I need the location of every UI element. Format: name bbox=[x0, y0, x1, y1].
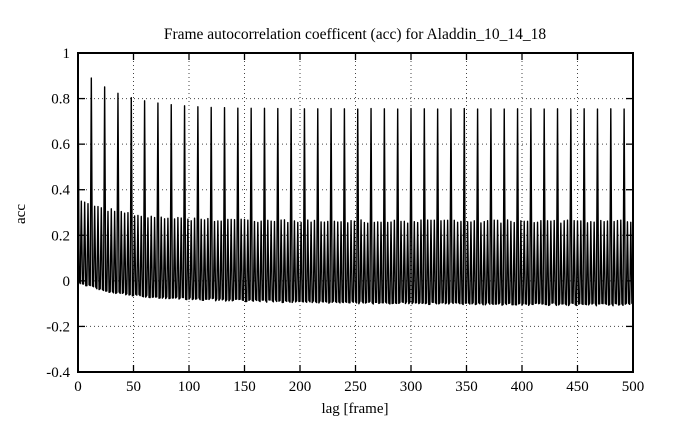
y-tick-label: 0.6 bbox=[51, 137, 70, 153]
axis-tick-labels: 0 50 100 150 200 250 300 350 400 450 500 -0.4 -0.2 0 0… bbox=[46, 46, 644, 395]
y-axis-label: acc bbox=[13, 204, 29, 224]
x-tick-label: 200 bbox=[289, 379, 312, 395]
y-tick-label: 0.8 bbox=[51, 92, 70, 108]
y-tick-label: -0.4 bbox=[46, 365, 70, 381]
y-tick-label: -0.2 bbox=[46, 319, 70, 335]
x-tick-label: 100 bbox=[178, 379, 201, 395]
x-tick-label: 150 bbox=[233, 379, 256, 395]
y-tick-label: 0 bbox=[63, 274, 71, 290]
chart-title: Frame autocorrelation coefficent (acc) f… bbox=[164, 26, 547, 43]
x-tick-label: 0 bbox=[74, 379, 82, 395]
axis-ticks bbox=[77, 52, 634, 373]
series-line bbox=[77, 52, 634, 307]
y-tick-label: 1 bbox=[63, 46, 71, 62]
y-tick-label: 0.4 bbox=[51, 183, 70, 199]
x-tick-label: 500 bbox=[622, 379, 645, 395]
y-tick-label: 0.2 bbox=[51, 228, 70, 244]
x-tick-label: 350 bbox=[455, 379, 478, 395]
x-tick-label: 400 bbox=[511, 379, 534, 395]
x-axis-label: lag [frame] bbox=[321, 401, 388, 417]
x-tick-label: 450 bbox=[566, 379, 589, 395]
x-tick-label: 50 bbox=[126, 379, 141, 395]
x-tick-label: 300 bbox=[400, 379, 423, 395]
x-tick-label: 250 bbox=[344, 379, 367, 395]
